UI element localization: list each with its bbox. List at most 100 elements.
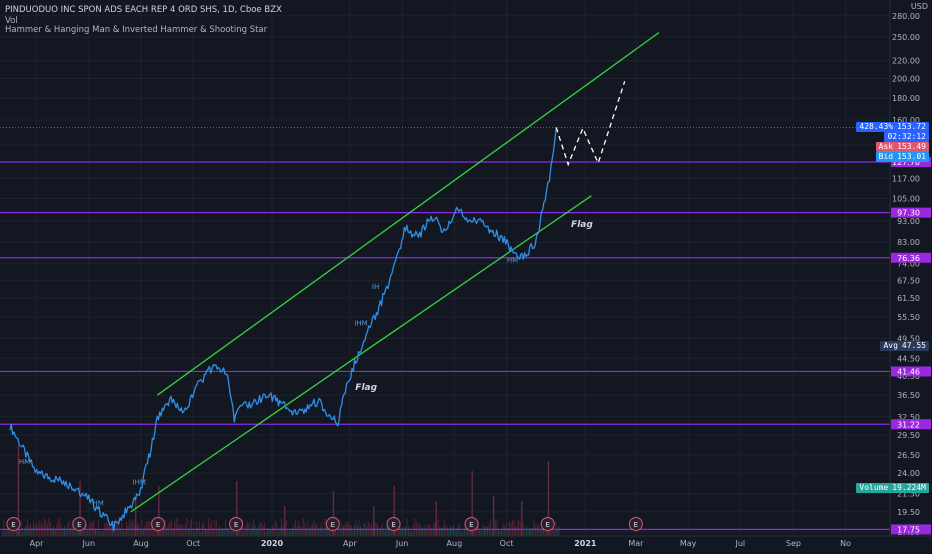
price-tick-label: 29.50	[897, 431, 920, 440]
price-tag-bid[interactable]: Bid 153.01	[875, 152, 929, 163]
channel-lower-line	[130, 195, 592, 513]
volume-bar	[183, 530, 185, 536]
volume-bar	[54, 529, 56, 536]
pattern-indicator-label[interactable]: Hammer & Hanging Man & Inverted Hammer &…	[5, 25, 268, 35]
volume-bar	[529, 530, 530, 536]
volume-bar	[521, 501, 523, 536]
volume-bar	[127, 525, 129, 536]
earnings-marker	[464, 517, 479, 531]
level-price-tag	[891, 207, 931, 218]
price-tick-label: 24.00	[897, 469, 920, 478]
volume-bar	[214, 520, 216, 536]
volume-bar	[76, 530, 78, 536]
volume-indicator-label[interactable]: Vol	[5, 16, 18, 26]
volume-bar	[166, 527, 168, 536]
symbol-title[interactable]: PINDUODUO INC SPON ADS EACH REP 4 ORD SH…	[5, 5, 282, 15]
price-tick-label: 55.50	[897, 313, 920, 322]
volume-bar	[360, 525, 362, 536]
volume-bar	[223, 530, 225, 536]
volume-bar	[383, 528, 385, 536]
volume-bar	[178, 524, 180, 536]
volume-bar	[358, 520, 360, 536]
volume-bar	[392, 527, 394, 536]
volume-bar	[242, 519, 244, 536]
volume-bar	[250, 530, 251, 536]
volume-bar	[442, 526, 444, 536]
price-tag-volume[interactable]: Volume 19.224M	[856, 483, 929, 493]
price-tag-avg[interactable]: Avg 47.55	[880, 340, 929, 351]
volume-bar	[212, 529, 214, 536]
volume-bar	[203, 524, 205, 536]
volume-bar	[415, 521, 417, 536]
volume-bar	[353, 525, 355, 536]
time-tick-label: Oct	[500, 539, 514, 548]
volume-bar	[377, 525, 379, 536]
volume-bar	[556, 529, 558, 536]
volume-bar	[51, 528, 53, 536]
volume-bar	[310, 525, 312, 536]
volume-bar	[260, 521, 262, 536]
earnings-marker	[72, 517, 87, 531]
level-price-tag-label: 31.22	[897, 420, 920, 429]
price-tick-label: 19.50	[897, 508, 920, 517]
volume-bar	[401, 529, 403, 536]
volume-bar	[64, 526, 65, 536]
volume-bar	[73, 528, 75, 536]
volume-bar	[198, 520, 200, 536]
volume-bar	[344, 524, 346, 536]
time-tick-label: 2021	[574, 539, 597, 548]
volume-bar	[150, 519, 152, 536]
level-price-tag	[891, 252, 931, 263]
price-tag-value: 153.49	[897, 142, 926, 152]
volume-bar	[71, 520, 73, 536]
price-axis	[890, 0, 932, 550]
volume-bar	[180, 524, 182, 536]
volume-bar	[277, 531, 279, 536]
volume-bar	[457, 525, 459, 536]
price-tick-label: 21.50	[897, 490, 920, 499]
volume-bar	[349, 525, 351, 536]
volume-bar	[116, 520, 118, 536]
volume-bar	[420, 526, 422, 536]
level-price-tag	[891, 419, 931, 430]
price-tag-label: Ask	[878, 142, 894, 152]
earnings-marker	[229, 517, 244, 531]
level-price-tag-label: 127.70	[892, 158, 920, 167]
volume-bar	[454, 530, 456, 536]
volume-bar	[62, 528, 64, 536]
volume-bar	[60, 524, 62, 536]
volume-bar	[544, 527, 546, 536]
volume-bar	[527, 530, 529, 536]
volume-bar	[141, 520, 143, 536]
volume-bar	[206, 528, 208, 536]
volume-bar	[139, 530, 141, 536]
volume-bar	[324, 518, 326, 536]
price-tick-label: 61.50	[897, 294, 920, 303]
price-tag-time[interactable]: 02:32:12	[884, 132, 929, 143]
volume-bar	[245, 525, 247, 536]
volume-bar	[482, 524, 484, 536]
pattern-annotation: IH	[372, 283, 379, 291]
volume-bar	[164, 519, 166, 536]
volume-bar	[541, 528, 543, 536]
volume-bar	[256, 529, 258, 536]
volume-bar	[496, 519, 498, 536]
price-tag-price[interactable]: 428.43% 153.72	[856, 122, 929, 133]
earnings-marker-label: E	[634, 521, 638, 529]
price-tick-label: 220.00	[892, 57, 920, 66]
volume-bar	[251, 525, 253, 536]
volume-bar	[254, 525, 256, 536]
volume-bar	[222, 528, 224, 536]
volume-bar	[414, 518, 416, 536]
volume-bar	[232, 525, 234, 536]
volume-bar	[406, 518, 408, 536]
volume-bar	[189, 521, 191, 536]
volume-bar	[294, 519, 296, 536]
volume-bar	[315, 525, 317, 536]
volume-bar	[468, 527, 470, 536]
price-tag-ask[interactable]: Ask 153.49	[875, 142, 929, 153]
volume-bar	[443, 519, 445, 536]
earnings-marker-label: E	[77, 521, 81, 529]
